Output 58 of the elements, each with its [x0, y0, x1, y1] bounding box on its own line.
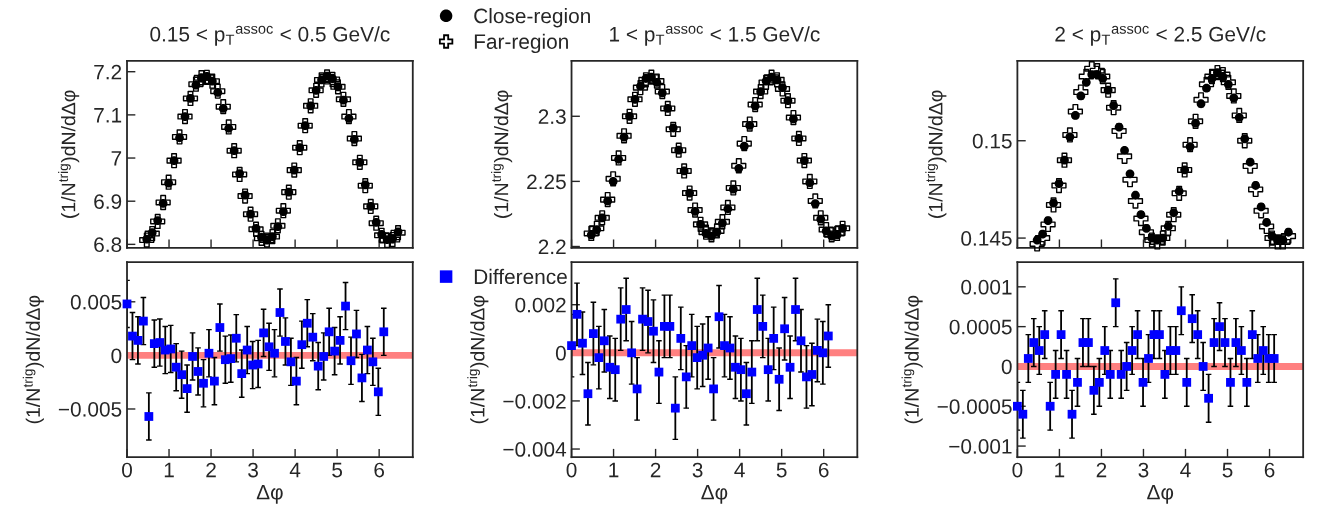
- legend-label: Difference: [474, 268, 567, 285]
- chart-title: 1 < p$_{T}$$^{assoc}$ < 1.5 GeV/c: [610, 25, 820, 46]
- y-tick-label: −0.005: [58, 401, 122, 417]
- x-tick-label: 6: [818, 462, 829, 478]
- y-tick-label: 2.3: [538, 109, 566, 125]
- legend-label: Far-region: [474, 33, 568, 54]
- y-axis-title: (1/N$^{trig}$)dN/dΔφ: [22, 295, 44, 424]
- x-tick-label: 2: [1096, 462, 1107, 478]
- x-tick-label: 0: [122, 462, 132, 478]
- x-tick-label: 4: [734, 462, 745, 478]
- y-tick-label: −0.004: [503, 442, 567, 457]
- y-axis-title: (1/N$^{trig}$)dN/dΔφ: [467, 295, 489, 424]
- x-tick-label: 1: [164, 462, 174, 478]
- y-tick-label: 0.145: [961, 231, 1012, 246]
- x-tick-label: 1: [609, 462, 619, 478]
- x-tick-label: 1: [1055, 462, 1065, 478]
- y-tick-label: 0.001: [961, 279, 1012, 295]
- y-axis-title: (1/N$^{trig}$)dN/dΔφ: [58, 90, 80, 218]
- y-tick-label: 0: [1001, 359, 1012, 375]
- y-tick-label: 6.8: [94, 237, 122, 253]
- y-tick-label: −0.0005: [937, 399, 1012, 415]
- x-tick-label: 6: [374, 462, 385, 478]
- x-tick-label: 3: [692, 462, 703, 478]
- x-tick-label: 2: [650, 462, 661, 478]
- x-tick-label: 2: [206, 462, 216, 478]
- x-tick-label: 0: [566, 462, 577, 478]
- chart-title: 2 < p$_{T}$$^{assoc}$ < 2.5 GeV/c: [1055, 25, 1266, 46]
- y-tick-label: 6.9: [94, 194, 122, 209]
- y-tick-label: 0.15: [972, 133, 1012, 149]
- x-tick-label: 3: [1138, 462, 1149, 478]
- y-tick-label: 0.002: [515, 297, 566, 313]
- y-tick-label: −0.002: [503, 393, 566, 409]
- y-axis-title: (1/N$^{trig}$)dN/dΔφ: [925, 90, 947, 218]
- y-tick-label: 2.2: [538, 239, 566, 255]
- y-tick-label: 2.25: [527, 174, 566, 190]
- y-tick-label: 0: [555, 345, 566, 361]
- y-tick-label: 0.0005: [949, 319, 1012, 335]
- y-tick-label: 0: [111, 348, 122, 364]
- x-tick-label: 4: [1180, 462, 1191, 478]
- x-tick-label: 6: [1264, 462, 1275, 478]
- x-tick-label: 4: [289, 462, 301, 478]
- y-axis-title: (1/N$^{trig}$)dN/dΔφ: [491, 90, 513, 218]
- x-tick-label: 5: [1222, 462, 1233, 478]
- x-axis-title: Δφ: [701, 485, 728, 504]
- legend-label: Close-region: [474, 8, 590, 28]
- x-tick-label: 5: [332, 462, 343, 478]
- y-tick-label: 7.1: [94, 108, 122, 123]
- y-tick-label: 7.2: [94, 64, 122, 80]
- x-axis-title: Δφ: [256, 485, 283, 504]
- x-axis-title: Δφ: [1147, 485, 1174, 504]
- x-tick-label: 0: [1012, 462, 1023, 478]
- x-tick-label: 5: [776, 462, 787, 478]
- x-tick-label: 3: [248, 462, 258, 478]
- y-tick-label: −0.001: [949, 439, 1012, 454]
- y-axis-title: (1/N$^{trig}$)dN/dΔφ: [901, 295, 923, 424]
- y-tick-label: 7: [111, 151, 122, 166]
- chart-title: 0.15 < p$_{T}$$^{assoc}$ < 0.5 GeV/c: [150, 25, 390, 46]
- y-tick-label: 0.005: [70, 294, 122, 310]
